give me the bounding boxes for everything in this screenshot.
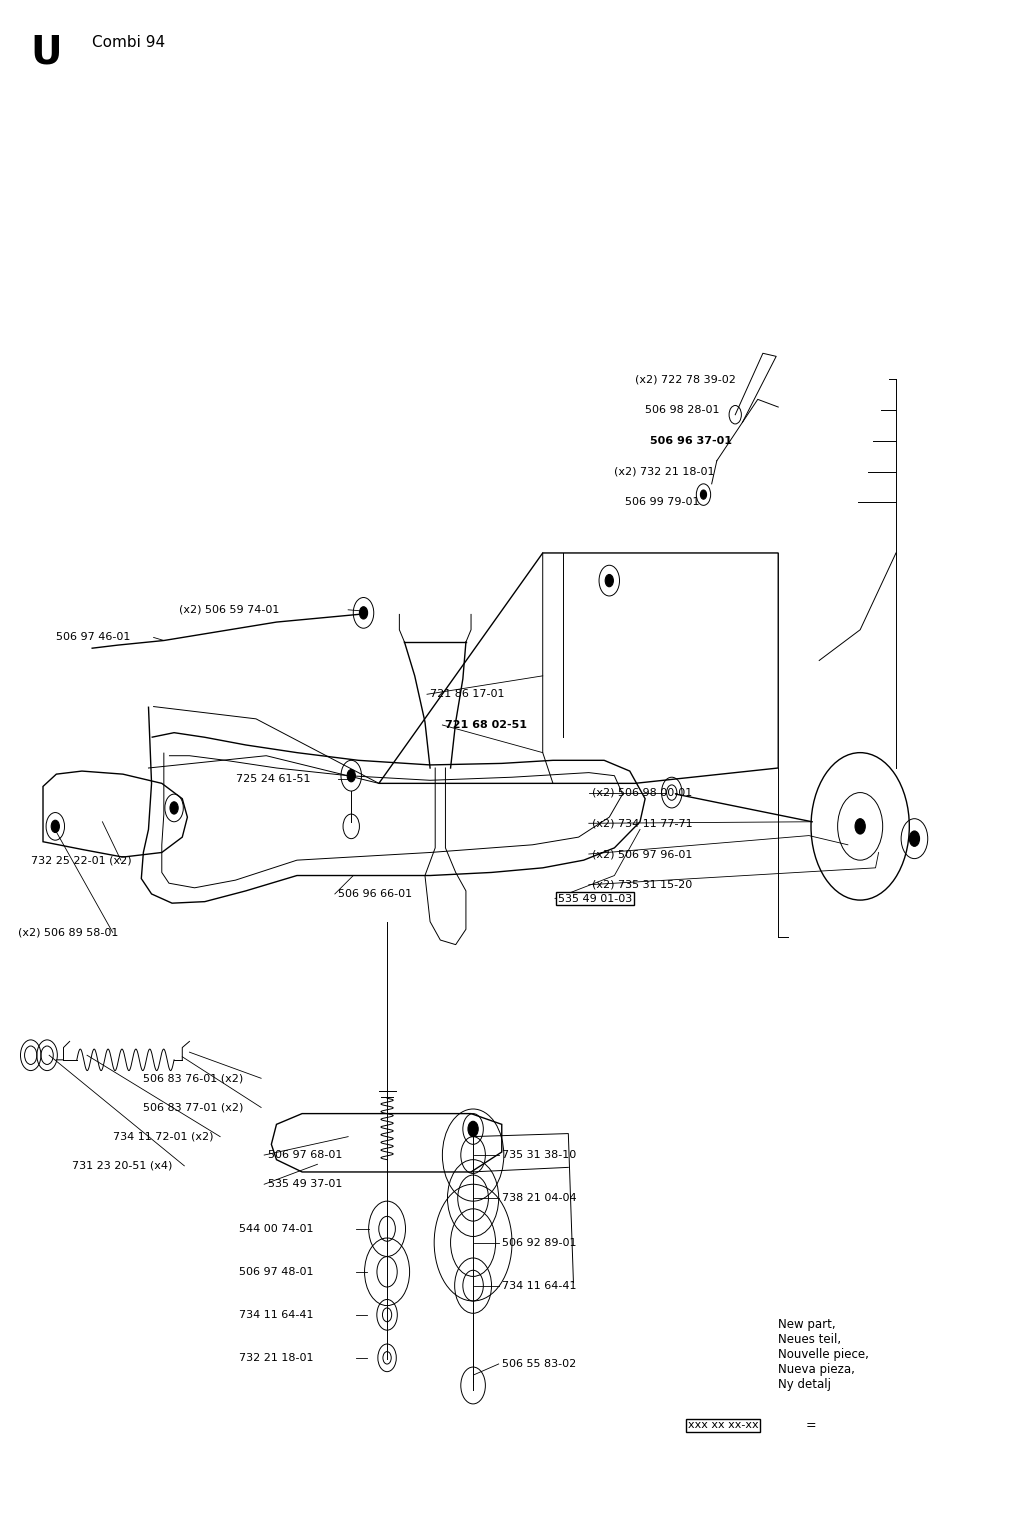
Text: 506 92 89-01: 506 92 89-01 [502, 1238, 577, 1247]
Text: (x2) 506 59 74-01: (x2) 506 59 74-01 [179, 605, 280, 614]
Text: =: = [806, 1419, 816, 1432]
Text: 731 23 20-51 (x4): 731 23 20-51 (x4) [72, 1161, 172, 1170]
Circle shape [909, 831, 920, 846]
Text: 506 96 66-01: 506 96 66-01 [338, 889, 412, 899]
Text: 734 11 72-01 (x2): 734 11 72-01 (x2) [113, 1132, 213, 1141]
Text: 535 49 01-03: 535 49 01-03 [558, 894, 633, 903]
Text: 738 21 04-04: 738 21 04-04 [502, 1193, 577, 1203]
Text: (x2) 734 11 77-71: (x2) 734 11 77-71 [592, 819, 692, 828]
Text: (x2) 722 78 39-02: (x2) 722 78 39-02 [635, 375, 736, 384]
Text: (x2) 506 97 96-01: (x2) 506 97 96-01 [592, 849, 692, 859]
Text: 506 83 77-01 (x2): 506 83 77-01 (x2) [143, 1103, 244, 1112]
Circle shape [605, 574, 613, 587]
Text: 732 25 22-01 (x2): 732 25 22-01 (x2) [31, 856, 131, 865]
Text: xxx xx xx-xx: xxx xx xx-xx [688, 1421, 759, 1430]
Text: 721 68 02-51: 721 68 02-51 [445, 720, 527, 730]
Text: 506 97 48-01: 506 97 48-01 [239, 1267, 313, 1276]
Text: 506 96 37-01: 506 96 37-01 [650, 436, 732, 445]
Text: 506 55 83-02: 506 55 83-02 [502, 1359, 577, 1369]
Text: 732 21 18-01: 732 21 18-01 [239, 1353, 313, 1362]
Text: (x2) 506 89 58-01: (x2) 506 89 58-01 [18, 928, 119, 937]
Text: (x2) 506 98 00-01: (x2) 506 98 00-01 [592, 788, 692, 797]
Text: 535 49 37-01: 535 49 37-01 [268, 1180, 343, 1189]
Text: 506 99 79-01: 506 99 79-01 [625, 498, 699, 507]
Text: 506 97 46-01: 506 97 46-01 [56, 633, 131, 642]
Text: New part,
Neues teil,
Nouvelle piece,
Nueva pieza,
Ny detalj: New part, Neues teil, Nouvelle piece, Nu… [778, 1318, 869, 1392]
Text: 506 97 68-01: 506 97 68-01 [268, 1150, 343, 1160]
Circle shape [359, 607, 368, 619]
Text: 506 98 28-01: 506 98 28-01 [645, 406, 720, 415]
Text: 721 86 17-01: 721 86 17-01 [430, 690, 505, 699]
Circle shape [855, 819, 865, 834]
Text: 725 24 61-51: 725 24 61-51 [236, 774, 310, 783]
Circle shape [170, 802, 178, 814]
Text: U: U [31, 34, 62, 72]
Text: (x2) 732 21 18-01: (x2) 732 21 18-01 [614, 467, 715, 476]
Text: Combi 94: Combi 94 [92, 35, 165, 51]
Circle shape [468, 1121, 478, 1137]
Circle shape [51, 820, 59, 833]
Text: 735 31 38-10: 735 31 38-10 [502, 1150, 577, 1160]
Circle shape [347, 770, 355, 782]
Text: 544 00 74-01: 544 00 74-01 [239, 1224, 313, 1233]
Circle shape [700, 490, 707, 499]
Text: 734 11 64-41: 734 11 64-41 [502, 1281, 577, 1290]
Text: (x2) 735 31 15-20: (x2) 735 31 15-20 [592, 880, 692, 889]
Text: 506 83 76-01 (x2): 506 83 76-01 (x2) [143, 1074, 244, 1083]
Text: 734 11 64-41: 734 11 64-41 [239, 1310, 313, 1319]
